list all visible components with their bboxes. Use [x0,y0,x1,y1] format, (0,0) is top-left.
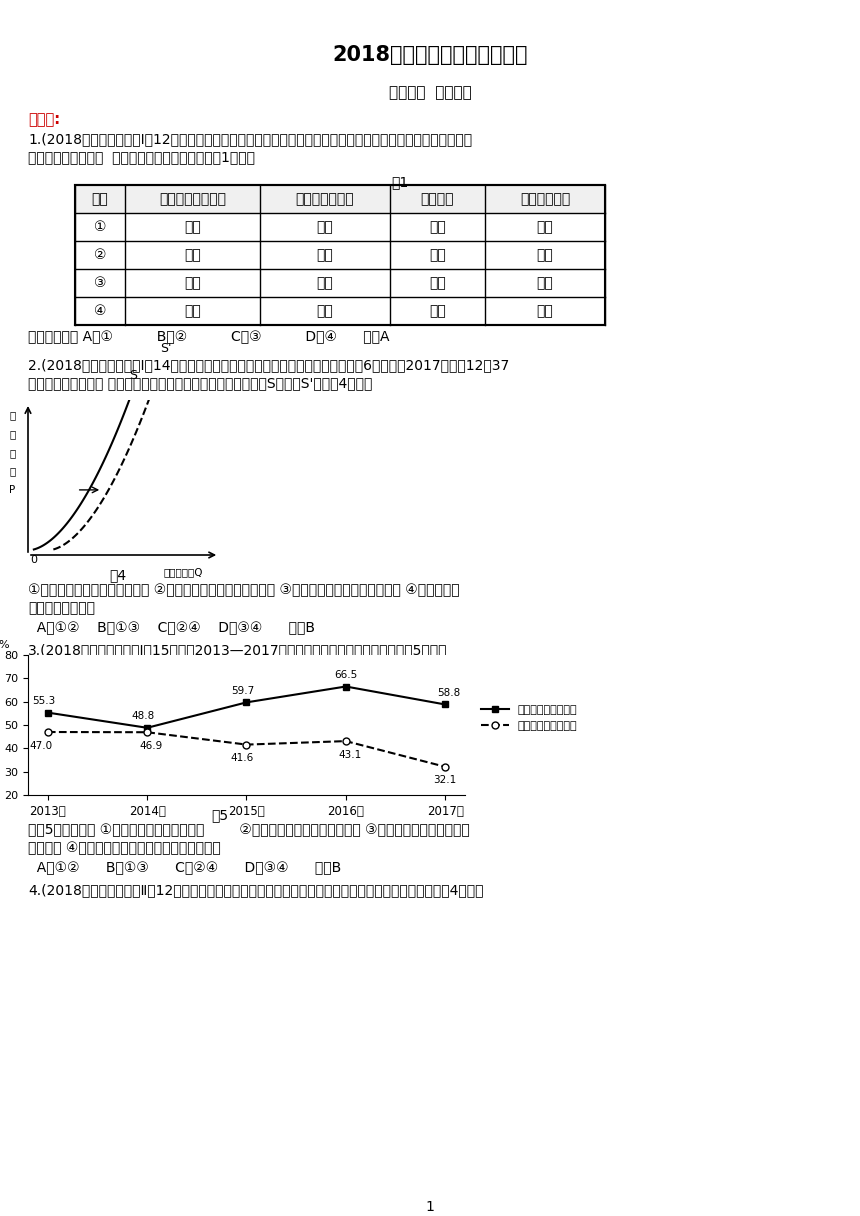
资本形成总额贡献率 [43,725,53,739]
Text: ④: ④ [94,304,107,319]
Text: 2018年高考政治试题考点分布: 2018年高考政治试题考点分布 [332,45,528,64]
Text: 社会必要劳动时间: 社会必要劳动时间 [159,192,226,206]
Text: 66.5: 66.5 [335,670,358,680]
Bar [75,185,605,325]
Text: 1: 1 [426,1200,434,1214]
资本形成总额贡献率 [440,760,451,775]
Text: 其中正确的是 A．①          B．②          C．③          D．④      答案A: 其中正确的是 A．① B．② C．③ D．④ 答案A [28,330,390,344]
Text: P: P [9,485,15,495]
Line: 资本形成总额贡献率: 资本形成总额贡献率 [45,728,449,770]
Text: 不变: 不变 [537,276,553,289]
资本形成总额贡献率 [341,733,351,748]
Text: 单位商品价值量: 单位商品价值量 [296,192,354,206]
Text: 55.3: 55.3 [32,697,55,706]
Text: 不变: 不变 [184,304,201,319]
Text: 第一部分  经济生活: 第一部分 经济生活 [389,85,471,100]
Text: 降低: 降低 [316,304,334,319]
Text: 不断增长 ④经济增长逐渐由投资拉动转向消费拉动: 不断增长 ④经济增长逐渐由投资拉动转向消费拉动 [28,841,221,855]
Legend: 最终消费支出贡献率, 资本形成总额贡献率: 最终消费支出贡献率, 资本形成总额贡献率 [476,700,582,736]
最终消费支出贡献率 [142,721,152,736]
Text: 序号: 序号 [92,192,108,206]
Text: 降低: 降低 [429,276,445,289]
Text: 表1: 表1 [391,175,408,188]
Text: ①: ① [94,220,107,233]
Text: 32.1: 32.1 [433,776,457,786]
Text: 条件不变的情况下，  与生产该商品相关的判断如表1所示。: 条件不变的情况下， 与生产该商品相关的判断如表1所示。 [28,150,255,164]
Text: 43.1: 43.1 [338,750,361,760]
Text: 48.8: 48.8 [132,711,155,721]
Text: 41.6: 41.6 [230,753,254,764]
Text: 3.(2018年全国高考文综Ⅰ卷15）我国2013—2017年消费和投资对经济增长贡献率如图5所示。: 3.(2018年全国高考文综Ⅰ卷15）我国2013—2017年消费和投资对经济增… [28,643,447,657]
Text: A．①②    B．①③    C．②④    D．③④      答案B: A．①② B．①③ C．②④ D．③④ 答案B [28,621,315,635]
Text: %: % [0,640,9,651]
Text: S': S' [161,342,172,355]
Text: 商品价值总量: 商品价值总量 [520,192,570,206]
Text: 0: 0 [30,554,37,564]
资本形成总额贡献率 [142,725,152,739]
Text: 47.0: 47.0 [29,741,52,750]
Text: 格: 格 [9,466,15,477]
Line: 最终消费支出贡献率: 最终消费支出贡献率 [45,683,449,731]
Text: 不变: 不变 [184,276,201,289]
Text: 服务供给量Q: 服务供给量Q [164,568,204,578]
Text: 缩短: 缩短 [184,248,201,261]
Text: 降低: 降低 [316,220,334,233]
Text: 不变: 不变 [537,220,553,233]
Text: 元。在此背景下，若 其他条件不变，能引起快递市场供给曲线从S移动到S'（见图4）的是: 元。在此背景下，若 其他条件不变，能引起快递市场供给曲线从S移动到S'（见图4）… [28,376,372,390]
Text: 务: 务 [9,429,15,439]
Text: 服: 服 [9,411,15,421]
Text: 从图5可以推断出 ①经济结构在逐步转型升级        ②全社会资本形成总额逐年下降 ③消费在经济增长中的作用: 从图5可以推断出 ①经济结构在逐步转型升级 ②全社会资本形成总额逐年下降 ③消费… [28,823,470,837]
Text: 增加: 增加 [429,248,445,261]
Bar [75,185,605,213]
资本形成总额贡献率 [242,737,252,751]
Text: ③: ③ [94,276,107,289]
最终消费支出贡献率 [341,680,351,694]
Text: ①放宽市场准入，吸引外商投资 ②工资成本上涨，管理费用增加 ③运用人工智能，提高劳动效率 ④网民人数上: ①放宽市场准入，吸引外商投资 ②工资成本上涨，管理费用增加 ③运用人工智能，提高… [28,582,459,597]
Text: 图5: 图5 [212,807,229,822]
Text: 增加: 增加 [429,220,445,233]
Text: 缩短: 缩短 [184,220,201,233]
Text: 价: 价 [9,447,15,457]
Text: 59.7: 59.7 [230,686,254,696]
Text: 升，网购数量增加: 升，网购数量增加 [28,601,95,615]
Text: 增加: 增加 [537,304,553,319]
Text: 增加: 增加 [316,276,334,289]
Text: S: S [129,368,138,382]
Text: 增加: 增加 [537,248,553,261]
Text: ②: ② [94,248,107,261]
Text: 1.(2018年全国高考文综Ⅰ卷12）根据马克思的劳动价值理论，如果生产某种产品的社会劳动生产率提高，在其他: 1.(2018年全国高考文综Ⅰ卷12）根据马克思的劳动价值理论，如果生产某种产品… [28,133,472,146]
Text: A．①②      B．①③      C．②④      D．③④      答案B: A．①② B．①③ C．②④ D．③④ 答案B [28,861,341,876]
Text: 图表题:: 图表题: [28,112,60,126]
Text: 商品数量: 商品数量 [421,192,454,206]
最终消费支出贡献率 [242,696,252,710]
Text: 4.(2018年全国高考文综Ⅱ卷12）甲、乙、丙是三种相关商品，当甲的价格上升后，乙与丙的需求变动如图4所示。: 4.(2018年全国高考文综Ⅱ卷12）甲、乙、丙是三种相关商品，当甲的价格上升后… [28,883,483,897]
最终消费支出贡献率 [440,697,451,711]
Text: 降低: 降低 [316,248,334,261]
Text: 2.(2018年全国高考文综Ⅰ卷14）我国快递业竞争日趋激烈，快递服务平均单价连续6年下滑，2017年降至12．37: 2.(2018年全国高考文综Ⅰ卷14）我国快递业竞争日趋激烈，快递服务平均单价连… [28,358,509,372]
Text: 58.8: 58.8 [438,688,461,698]
Text: 46.9: 46.9 [139,741,163,751]
Text: 增加: 增加 [429,304,445,319]
Text: 图4: 图4 [109,568,126,582]
最终消费支出贡献率 [43,705,53,720]
